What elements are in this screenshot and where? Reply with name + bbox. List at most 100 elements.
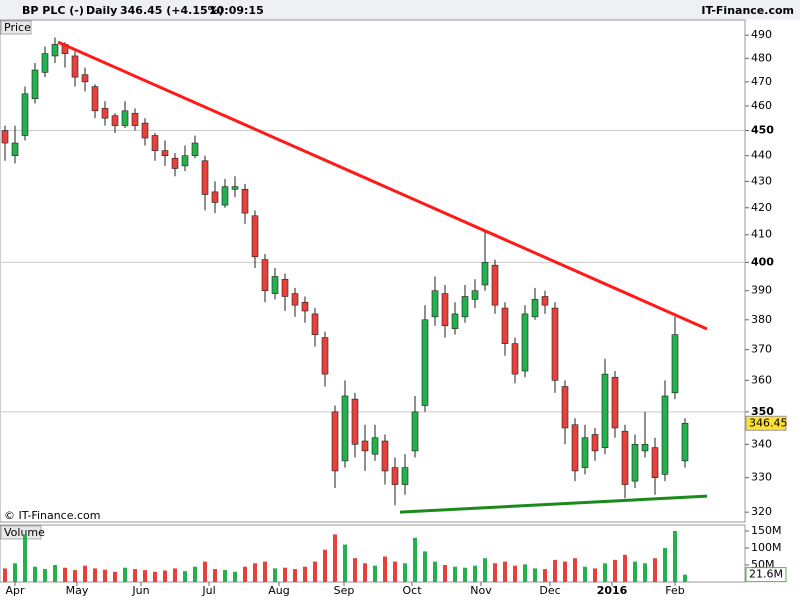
candle-body: [341, 395, 349, 462]
volume-bar: [313, 561, 317, 582]
candle-body: [511, 343, 519, 375]
candle-body: [681, 422, 689, 462]
candle-body: [181, 155, 189, 167]
candle-body: [431, 290, 439, 318]
candle-body: [501, 307, 509, 344]
volume-bar: [563, 561, 567, 582]
candle-body: [551, 307, 559, 381]
volume-bar: [353, 558, 357, 582]
candle-body: [91, 86, 99, 112]
volume-bar: [243, 566, 247, 582]
volume-bar: [343, 544, 347, 582]
volume-bar: [273, 568, 277, 582]
trendline: [57, 40, 708, 331]
y-tick-label: 360: [751, 373, 772, 386]
candle-body: [321, 337, 329, 375]
volume-bar: [493, 563, 497, 582]
volume-bar: [193, 566, 197, 582]
y-tick-label: 420: [751, 201, 772, 214]
volume-bar: [603, 563, 607, 582]
volume-panel: [0, 524, 746, 583]
y-tick-label: 440: [751, 149, 772, 162]
candle-body: [11, 142, 19, 156]
volume-tick-label: 100M: [751, 541, 782, 554]
candle-body: [581, 437, 589, 468]
last-price-label: 346.45: [749, 416, 788, 429]
candle-body: [51, 44, 59, 57]
candle-body: [71, 55, 79, 78]
volume-bar: [643, 563, 647, 582]
volume-bar: [153, 571, 157, 582]
candle-body: [81, 74, 89, 83]
volume-bar: [393, 561, 397, 582]
volume-bar: [533, 568, 537, 582]
volume-bar: [33, 566, 37, 582]
y-tick-label: 430: [751, 174, 772, 187]
candle-body: [481, 262, 489, 286]
candle-body: [261, 259, 269, 292]
candle-body: [381, 440, 389, 472]
volume-bar: [543, 569, 547, 582]
volume-bar: [593, 568, 597, 582]
volume-bar: [363, 563, 367, 582]
volume-bar: [583, 566, 587, 582]
watermark: © IT-Finance.com: [4, 509, 101, 522]
y-tick-label: 460: [751, 99, 772, 112]
candle-body: [1, 130, 9, 144]
volume-bar: [663, 547, 667, 582]
candle-body: [411, 411, 419, 452]
y-tick-label: 320: [751, 505, 772, 518]
panel-tag: [0, 525, 42, 540]
volume-bar: [203, 561, 207, 582]
volume-bar: [433, 561, 437, 582]
candle-body: [571, 424, 579, 472]
volume-bar: [83, 565, 87, 582]
candle-body: [281, 278, 289, 297]
volume-bar: [573, 558, 577, 582]
last-volume-label: 21.6M: [749, 568, 783, 581]
candle-body: [231, 186, 239, 190]
candle-body: [271, 276, 279, 294]
volume-bar: [333, 534, 337, 582]
candle-body: [531, 299, 539, 318]
volume-bar: [383, 556, 387, 582]
candle-body: [361, 440, 369, 452]
price-panel: [0, 19, 746, 523]
symbol: BP PLC (-): [22, 4, 84, 17]
y-tick-label: 450: [751, 124, 774, 137]
volume-bar: [553, 559, 557, 582]
volume-bar: [43, 569, 47, 582]
last-price-box: [745, 415, 787, 431]
volume-bar: [293, 569, 297, 582]
x-tick-label: Sep: [334, 584, 355, 597]
candle-body: [171, 157, 179, 169]
volume-bar: [73, 570, 77, 582]
candle-body: [131, 112, 139, 126]
header-bar: [0, 0, 800, 20]
volume-bar: [173, 568, 177, 582]
panel-tag: [0, 20, 32, 35]
candle-body: [111, 115, 119, 126]
candle-body: [121, 110, 129, 126]
x-tick-label: Oct: [402, 584, 422, 597]
y-tick-label: 490: [751, 28, 772, 41]
candle-body: [141, 122, 149, 139]
candle-body: [601, 373, 609, 448]
volume-bar: [323, 549, 327, 582]
candle-body: [101, 108, 109, 119]
volume-bar: [103, 569, 107, 582]
volume-bar: [443, 564, 447, 582]
y-tick-label: 410: [751, 228, 772, 241]
volume-bar: [233, 571, 237, 582]
volume-bar: [453, 566, 457, 582]
volume-bar: [473, 565, 477, 582]
candle-body: [41, 53, 49, 73]
candle-body: [471, 290, 479, 300]
x-tick-label: Jun: [131, 584, 149, 597]
candle-body: [211, 191, 219, 203]
x-tick-label: Dec: [539, 584, 560, 597]
volume-bar: [373, 565, 377, 582]
candle-body: [401, 467, 409, 485]
